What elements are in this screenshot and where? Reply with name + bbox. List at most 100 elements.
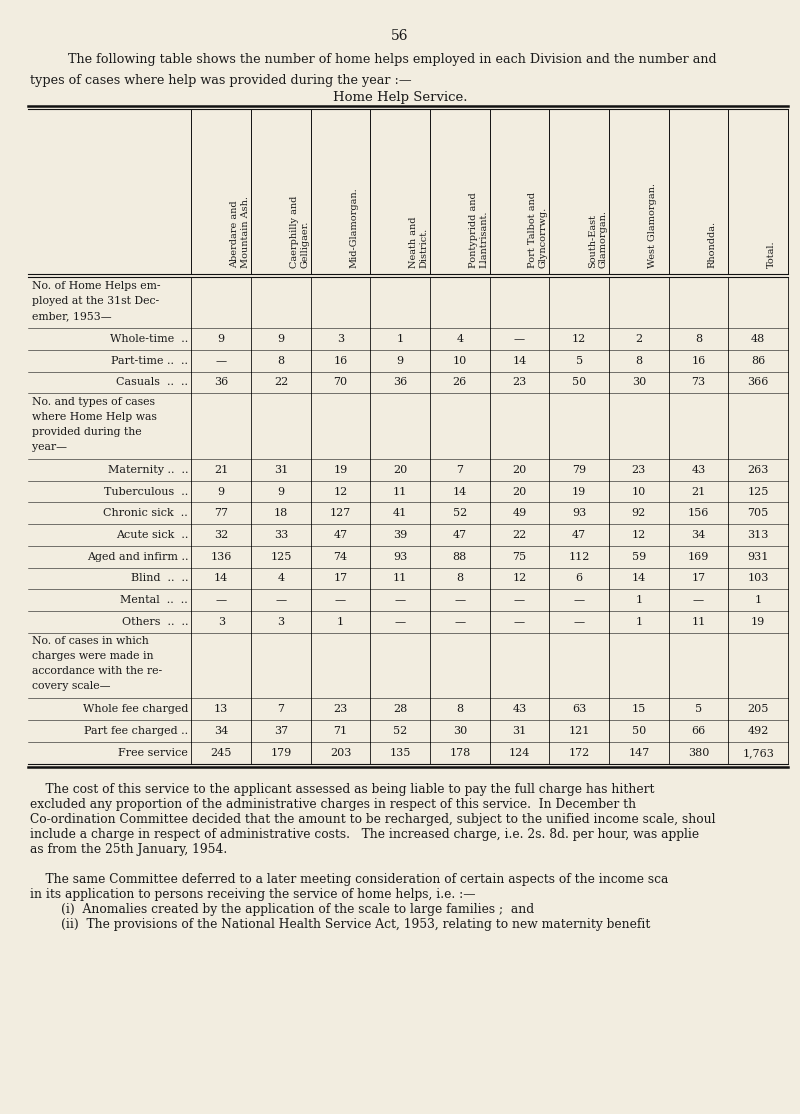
Text: 147: 147: [628, 747, 650, 758]
Text: Mid-Glamorgan.: Mid-Glamorgan.: [350, 188, 358, 268]
Text: 26: 26: [453, 378, 467, 388]
Text: 1: 1: [397, 334, 404, 344]
Text: 121: 121: [569, 726, 590, 736]
Text: 19: 19: [572, 487, 586, 497]
Text: Rhondda.: Rhondda.: [707, 222, 717, 268]
Text: 33: 33: [274, 530, 288, 540]
Text: 205: 205: [747, 704, 769, 714]
Text: 14: 14: [513, 355, 526, 365]
Text: —: —: [514, 595, 525, 605]
Text: 77: 77: [214, 508, 228, 518]
Text: —: —: [394, 617, 406, 627]
Text: 5: 5: [576, 355, 582, 365]
Text: 70: 70: [334, 378, 348, 388]
Text: 7: 7: [278, 704, 284, 714]
Text: 5: 5: [695, 704, 702, 714]
Text: 52: 52: [453, 508, 467, 518]
Text: Maternity ..  ..: Maternity .. ..: [108, 465, 188, 475]
Text: Part fee charged ..: Part fee charged ..: [84, 726, 188, 736]
Text: 3: 3: [218, 617, 225, 627]
Text: 19: 19: [751, 617, 766, 627]
Text: 22: 22: [513, 530, 526, 540]
Text: 492: 492: [747, 726, 769, 736]
Text: 39: 39: [393, 530, 407, 540]
Text: —: —: [574, 595, 585, 605]
Text: 8: 8: [278, 355, 285, 365]
Text: 59: 59: [632, 551, 646, 561]
Text: 48: 48: [751, 334, 766, 344]
Text: 34: 34: [691, 530, 706, 540]
Text: 14: 14: [453, 487, 467, 497]
Text: 14: 14: [214, 574, 228, 584]
Text: 1,763: 1,763: [742, 747, 774, 758]
Text: No. and types of cases: No. and types of cases: [32, 397, 155, 407]
Text: Casuals  ..  ..: Casuals .. ..: [116, 378, 188, 388]
Text: Total.: Total.: [767, 241, 776, 268]
Text: 28: 28: [393, 704, 407, 714]
Text: 23: 23: [513, 378, 526, 388]
Text: 8: 8: [635, 355, 642, 365]
Text: 1: 1: [337, 617, 344, 627]
Text: 931: 931: [747, 551, 769, 561]
Text: year—: year—: [32, 441, 67, 451]
Text: —: —: [216, 355, 226, 365]
Text: 93: 93: [393, 551, 407, 561]
Text: 15: 15: [632, 704, 646, 714]
Text: 21: 21: [691, 487, 706, 497]
Text: 10: 10: [632, 487, 646, 497]
Text: 50: 50: [632, 726, 646, 736]
Text: Pontypridd and
Llantrisant.: Pontypridd and Llantrisant.: [469, 193, 488, 268]
Text: excluded any proportion of the administrative charges in respect of this service: excluded any proportion of the administr…: [30, 798, 636, 811]
Text: 3: 3: [337, 334, 344, 344]
Text: 36: 36: [393, 378, 407, 388]
Text: ployed at the 31st Dec-: ployed at the 31st Dec-: [32, 295, 159, 305]
Text: 20: 20: [513, 465, 526, 475]
Text: The same Committee deferred to a later meeting consideration of certain aspects : The same Committee deferred to a later m…: [30, 872, 668, 886]
Text: 9: 9: [278, 334, 285, 344]
Text: Free service: Free service: [118, 747, 188, 758]
Text: 127: 127: [330, 508, 351, 518]
Text: covery scale—: covery scale—: [32, 681, 110, 691]
Text: 8: 8: [456, 704, 463, 714]
Text: 88: 88: [453, 551, 467, 561]
Text: 14: 14: [632, 574, 646, 584]
Text: Caerphilly and
Gelligaer.: Caerphilly and Gelligaer.: [290, 196, 310, 268]
Text: 4: 4: [456, 334, 463, 344]
Text: 52: 52: [393, 726, 407, 736]
Text: 125: 125: [270, 551, 291, 561]
Text: 31: 31: [274, 465, 288, 475]
Text: 1: 1: [635, 617, 642, 627]
Text: South-East
Glamorgan.: South-East Glamorgan.: [588, 211, 607, 268]
Text: 47: 47: [334, 530, 348, 540]
Text: in its application to persons receiving the service of home helps, i.e. :—: in its application to persons receiving …: [30, 888, 475, 901]
Text: 50: 50: [572, 378, 586, 388]
Text: 73: 73: [691, 378, 706, 388]
Text: 169: 169: [688, 551, 709, 561]
Text: 34: 34: [214, 726, 228, 736]
Text: 92: 92: [632, 508, 646, 518]
Text: 125: 125: [747, 487, 769, 497]
Text: 103: 103: [747, 574, 769, 584]
Text: No. of Home Helps em-: No. of Home Helps em-: [32, 281, 161, 291]
Text: 203: 203: [330, 747, 351, 758]
Text: 12: 12: [632, 530, 646, 540]
Text: 6: 6: [576, 574, 582, 584]
Text: 10: 10: [453, 355, 467, 365]
Text: where Home Help was: where Home Help was: [32, 411, 157, 421]
Text: —: —: [216, 595, 226, 605]
Text: 136: 136: [210, 551, 232, 561]
Text: —: —: [454, 595, 466, 605]
Text: 9: 9: [218, 487, 225, 497]
Text: 135: 135: [390, 747, 411, 758]
Text: (ii)  The provisions of the National Health Service Act, 1953, relating to new m: (ii) The provisions of the National Heal…: [30, 918, 650, 931]
Text: 3: 3: [278, 617, 285, 627]
Text: 11: 11: [691, 617, 706, 627]
Text: 380: 380: [688, 747, 709, 758]
Text: 63: 63: [572, 704, 586, 714]
Text: 23: 23: [334, 704, 348, 714]
Text: types of cases where help was provided during the year :—: types of cases where help was provided d…: [30, 74, 411, 87]
Text: 263: 263: [747, 465, 769, 475]
Text: 1: 1: [635, 595, 642, 605]
Text: —: —: [454, 617, 466, 627]
Text: 20: 20: [513, 487, 526, 497]
